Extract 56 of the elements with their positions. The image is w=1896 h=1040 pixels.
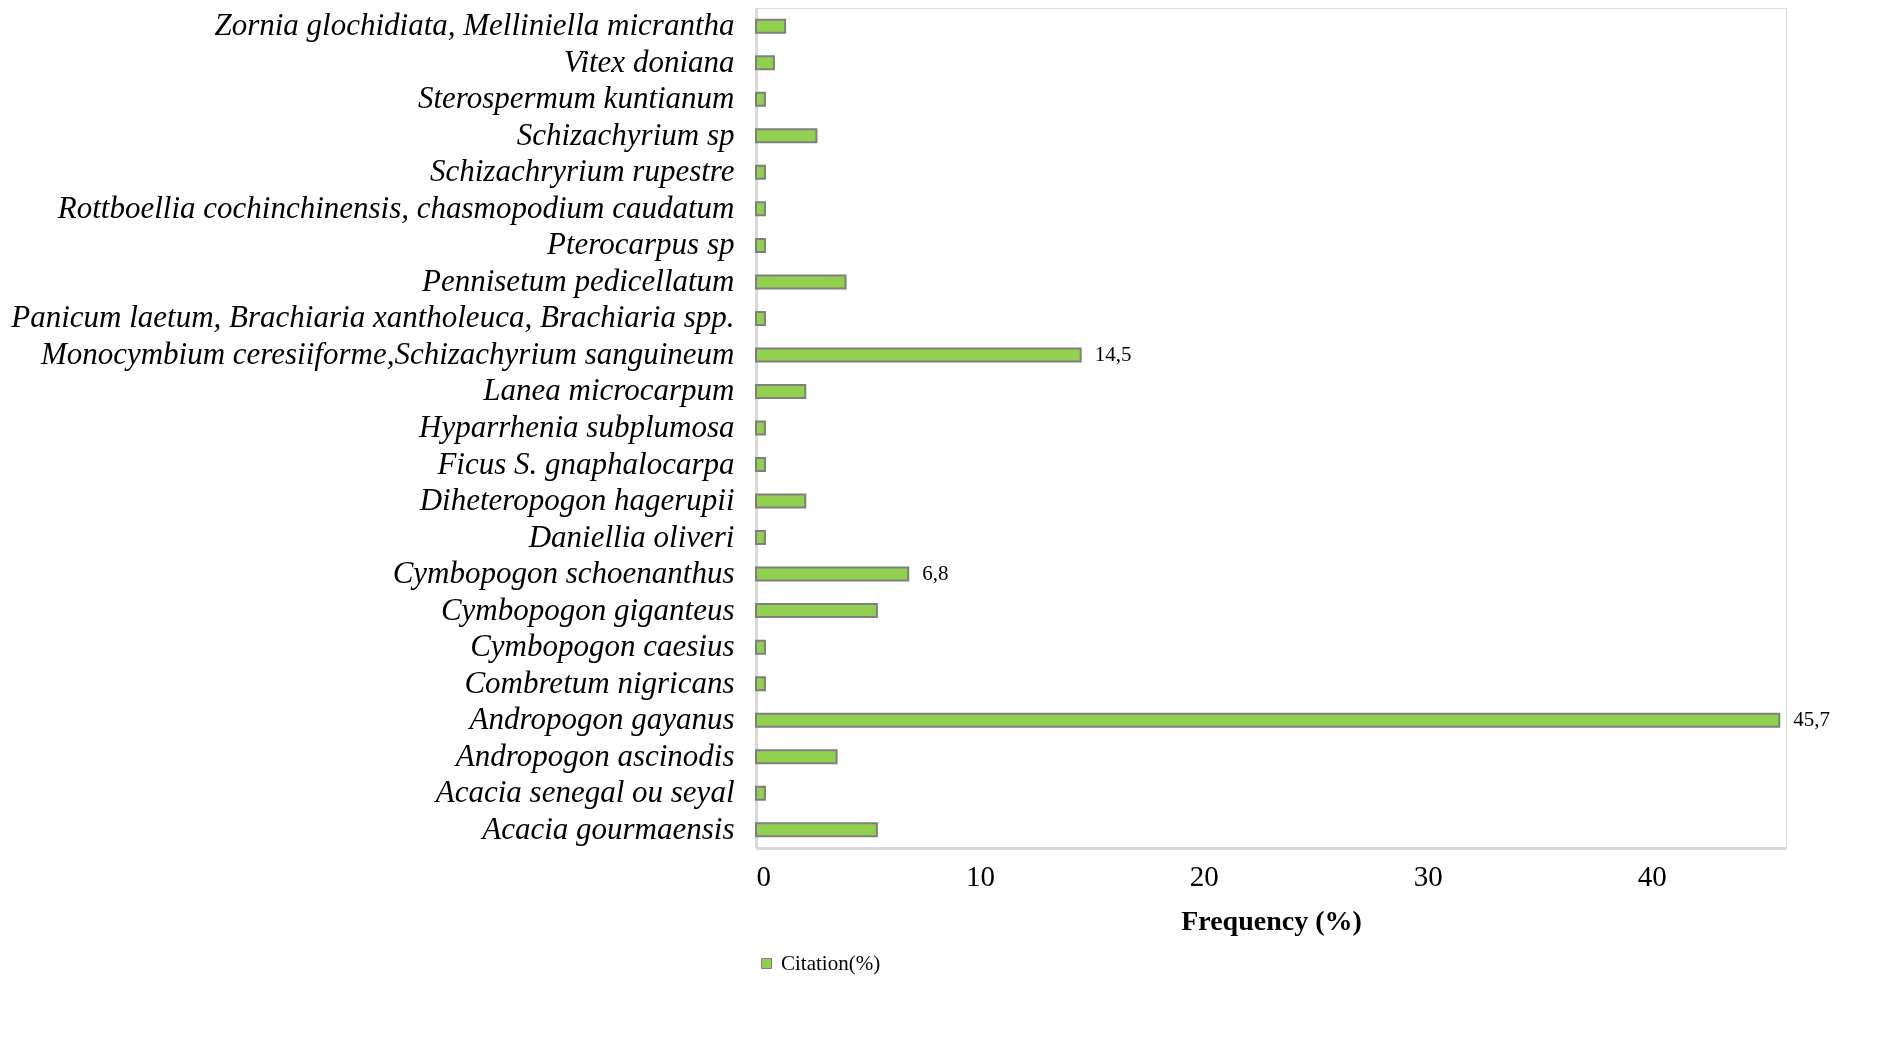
y-tick-label: Vitex doniana xyxy=(563,43,735,79)
data-label: 45,7 xyxy=(1793,707,1831,732)
bar xyxy=(755,164,766,180)
y-tick-label: Schizachryrium rupestre xyxy=(429,153,735,189)
y-tick-label: Hyparrhenia subplumosa xyxy=(418,409,735,444)
bar xyxy=(755,347,1082,363)
bar xyxy=(755,91,766,107)
x-tick-label: 40 xyxy=(1637,859,1667,892)
bar xyxy=(755,566,910,582)
y-tick-label: Cymbopogon schoenanthus xyxy=(392,555,735,591)
y-tick-label: Cymbopogon caesius xyxy=(470,628,735,664)
y-tick-label: Acacia senegal ou seyal xyxy=(433,774,735,810)
bar xyxy=(755,201,766,217)
y-tick-label: Pterocarpus sp xyxy=(546,226,735,262)
bar xyxy=(755,383,807,399)
y-tick-label: Schizachyrium sp xyxy=(516,116,735,152)
y-tick-label: Acacia gourmaensis xyxy=(480,810,735,846)
bar xyxy=(755,310,766,326)
legend-label: Citation(%) xyxy=(781,950,881,975)
x-tick-label: 0 xyxy=(756,859,771,892)
x-axis-title: Frequency (%) xyxy=(1181,904,1362,936)
bar xyxy=(755,639,766,655)
x-tick-label: 30 xyxy=(1413,859,1443,892)
bar xyxy=(755,603,878,619)
y-tick-label: Andropogon gayanus xyxy=(467,701,735,737)
y-tick-label: Cymbopogon giganteus xyxy=(440,591,735,627)
y-tick-label: Zornia glochidiata, Melliniella micrantha xyxy=(214,7,735,43)
data-label: 6,8 xyxy=(922,561,949,586)
y-tick-label: Panicum laetum, Brachiaria xantholeuca, Brachiaria spp. xyxy=(10,299,735,335)
bar xyxy=(755,749,838,765)
y-tick-label: Daniellia oliveri xyxy=(527,518,735,554)
bar xyxy=(755,785,766,801)
bar xyxy=(755,274,847,290)
bar xyxy=(755,420,766,436)
bar xyxy=(755,530,766,546)
bar xyxy=(755,493,807,509)
bar xyxy=(755,128,818,144)
y-tick-label: Pennisetum pedicellatum xyxy=(421,262,735,298)
y-tick-label: Andropogon ascinodis xyxy=(453,737,735,773)
bar xyxy=(755,457,766,473)
y-tick-label: Diheteropogon hagerupii xyxy=(418,482,735,518)
bar xyxy=(755,822,878,838)
y-tick-label: Ficus S. gnaphalocarpa xyxy=(436,445,735,481)
x-tick-label: 10 xyxy=(965,859,995,892)
bar xyxy=(755,55,775,71)
bar xyxy=(755,237,766,253)
y-tick-label: Lanea microcarpum xyxy=(482,372,735,408)
y-tick-label: Combretum nigricans xyxy=(464,664,735,700)
y-tick-label: Sterospermum kuntianum xyxy=(417,80,735,116)
bar xyxy=(755,18,787,34)
bar xyxy=(755,712,1781,728)
x-tick-label: 20 xyxy=(1189,859,1219,892)
y-tick-label: Rottboellia cochinchinensis, chasmopodium caudatum xyxy=(56,189,735,225)
bar xyxy=(755,676,766,692)
y-tick-label: Monocymbium ceresiiforme,Schizachyrium sanguineum xyxy=(39,335,735,371)
data-label: 14,5 xyxy=(1094,341,1132,366)
